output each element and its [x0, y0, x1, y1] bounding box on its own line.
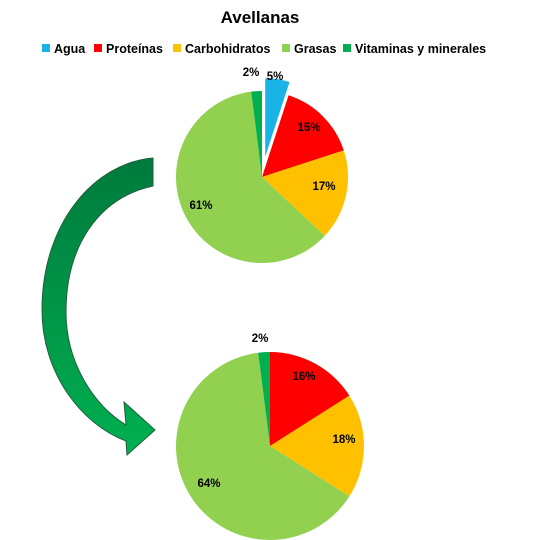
- pie2-label-carbohidratos: 18%: [332, 434, 355, 446]
- pie-chart-1: 5% 15% 17% 61% 2%: [176, 67, 348, 264]
- legend-marker-agua: [42, 44, 50, 52]
- pie1-label-proteinas: 15%: [297, 122, 320, 134]
- pie-chart-2: 16% 18% 64% 2%: [175, 333, 364, 540]
- pie2-label-proteinas: 16%: [292, 371, 315, 383]
- pie1-label-vitaminas-y-minerales: 2%: [243, 67, 260, 79]
- pie1-slice-carbohidratos: [262, 150, 348, 236]
- legend-marker-grasas: [282, 44, 290, 52]
- legend-label-agua: Agua: [54, 42, 86, 56]
- legend-marker-vitaminas-y-minerales: [343, 44, 351, 52]
- pie2-slice-vitaminas-y-minerales: [258, 352, 270, 446]
- pie2-slice-proteinas: [270, 352, 350, 446]
- pie1-slice-agua: [263, 76, 293, 164]
- pie2-slice-grasas: [175, 352, 350, 540]
- legend-marker-carbohidratos: [173, 44, 181, 52]
- chart-title: Avellanas: [221, 8, 300, 27]
- pie1-slice-proteinas: [262, 95, 344, 177]
- pie1-label-grasas: 61%: [189, 200, 212, 212]
- legend-marker-proteinas: [94, 44, 102, 52]
- legend-label-proteinas: Proteínas: [106, 42, 163, 56]
- pie2-slice-carbohidratos: [270, 395, 364, 497]
- legend: Agua Proteínas Carbohidratos Grasas Vitamina…: [42, 42, 486, 56]
- legend-label-carbohidratos: Carbohidratos: [185, 42, 270, 56]
- legend-label-grasas: Grasas: [294, 42, 336, 56]
- pie1-slice-vitaminas-y-minerales: [251, 91, 262, 177]
- legend-label-vitaminas-y-minerales: Vitaminas y minerales: [355, 42, 486, 56]
- pie1-label-agua: 5%: [267, 71, 284, 83]
- curved-arrow-icon: [41, 157, 156, 457]
- pie1-label-carbohidratos: 17%: [312, 181, 335, 193]
- pie2-label-grasas: 64%: [197, 478, 220, 490]
- pie2-label-vitaminas-y-minerales: 2%: [252, 333, 269, 345]
- pie1-slice-grasas: [176, 91, 325, 264]
